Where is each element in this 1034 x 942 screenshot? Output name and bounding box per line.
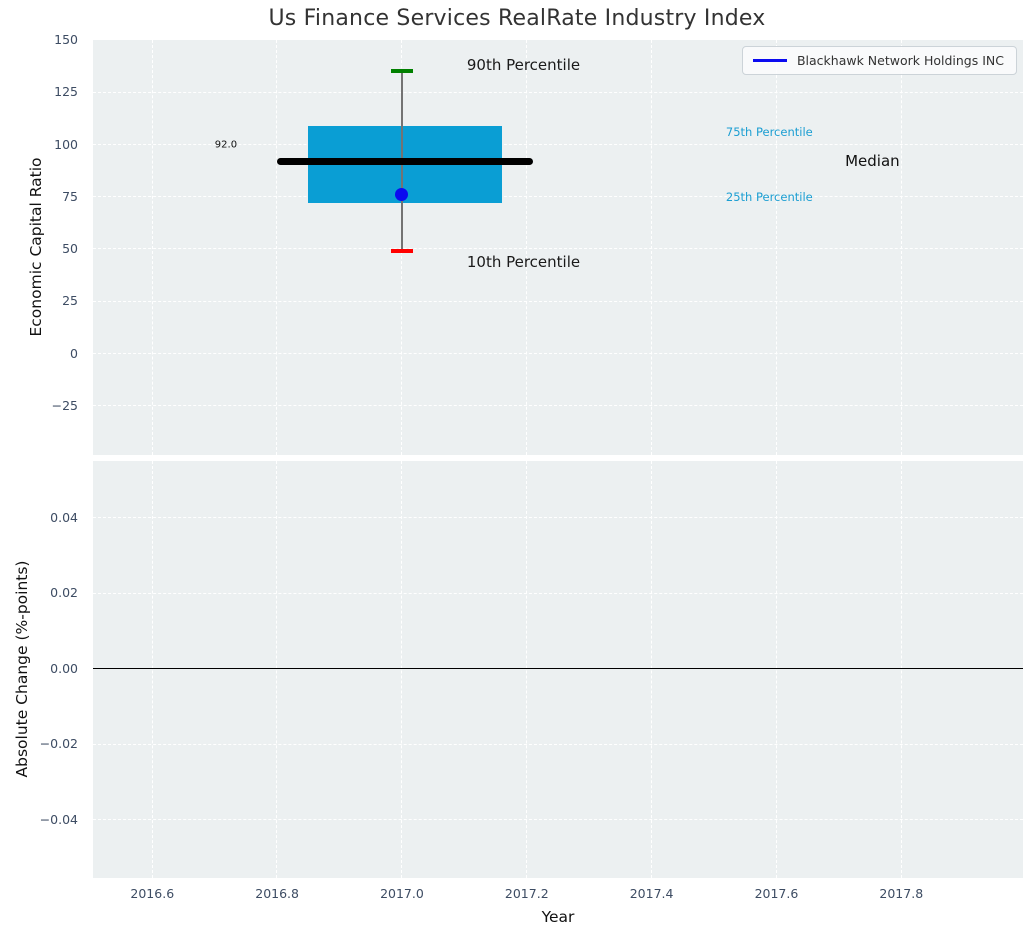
y-tick-label: 150 xyxy=(54,32,78,47)
gridline-vertical xyxy=(650,40,652,455)
company-dot xyxy=(395,188,409,202)
y-tick-label: 25 xyxy=(62,293,78,309)
y-tick-label: −0.02 xyxy=(39,736,78,752)
annotation-75th-percentile: 75th Percentile xyxy=(725,125,813,140)
gridline-horizontal xyxy=(93,819,1023,821)
y-tick-label: −0.04 xyxy=(39,811,78,827)
gridline-vertical xyxy=(401,461,403,878)
gridline-horizontal xyxy=(93,743,1023,745)
gridline-horizontal xyxy=(93,143,1023,145)
annotation-10th-percentile: 10th Percentile xyxy=(466,252,581,271)
gridline-horizontal xyxy=(93,517,1023,519)
gridline-vertical xyxy=(526,461,528,878)
y-tick-label: 0.04 xyxy=(50,509,78,525)
gridline-horizontal xyxy=(93,91,1023,93)
annotation-median: Median xyxy=(845,152,900,171)
gridline-vertical xyxy=(775,40,777,455)
gridline-horizontal xyxy=(93,592,1023,594)
y-tick-label: 0 xyxy=(70,345,78,361)
gridline-vertical xyxy=(900,461,902,878)
gridline-vertical xyxy=(276,461,278,878)
x-tick-label: 2017.0 xyxy=(380,886,424,901)
chart-title: Us Finance Services RealRate Industry In… xyxy=(268,6,766,31)
gridline-horizontal xyxy=(93,248,1023,250)
legend-label: Blackhawk Network Holdings INC xyxy=(796,53,1004,68)
gridline-vertical xyxy=(650,461,652,878)
p90-cap xyxy=(390,69,413,74)
annotation-90th-percentile: 90th Percentile xyxy=(466,56,581,75)
legend: Blackhawk Network Holdings INC xyxy=(741,46,1017,75)
p10-cap xyxy=(390,249,413,254)
gridline-horizontal xyxy=(93,405,1023,407)
x-tick-label: 2016.6 xyxy=(130,886,175,901)
x-tick-label: 2016.8 xyxy=(255,886,299,901)
x-tick-label: 2017.4 xyxy=(629,886,674,901)
gridline-horizontal xyxy=(93,353,1023,354)
gridline-vertical xyxy=(276,40,278,455)
gridline-vertical xyxy=(775,461,777,878)
x-tick-label: 2017.2 xyxy=(504,886,549,901)
y-tick-label: 125 xyxy=(54,84,78,100)
axes-economic-capital-ratio: 90th Percentile 10th Percentile 75th Perce… xyxy=(93,40,1023,455)
gridline-vertical xyxy=(151,40,153,455)
legend-line-icon xyxy=(752,59,787,62)
zero-line xyxy=(93,668,1023,670)
annotation-92-0: 92.0 xyxy=(214,139,238,151)
y-tick-label: 50 xyxy=(62,241,78,257)
annotation-25th-percentile: 25th Percentile xyxy=(725,189,813,204)
x-tick-label: 2017.8 xyxy=(879,886,924,901)
y-tick-label: 75 xyxy=(62,188,78,204)
axes-absolute-change xyxy=(93,461,1023,878)
gridline-vertical xyxy=(526,40,528,455)
median-line xyxy=(277,157,534,165)
gridline-vertical xyxy=(900,40,902,455)
x-tick-label: 2017.6 xyxy=(754,886,799,901)
y-tick-label: 0.00 xyxy=(50,660,78,676)
gridline-horizontal xyxy=(93,300,1023,302)
x-axis-label-year: Year xyxy=(541,908,575,926)
gridline-vertical xyxy=(151,461,153,878)
y-tick-label: 0.02 xyxy=(50,585,78,601)
gridline-horizontal xyxy=(93,196,1023,198)
y-tick-label: 100 xyxy=(54,136,78,152)
y-tick-label: −25 xyxy=(51,398,78,414)
